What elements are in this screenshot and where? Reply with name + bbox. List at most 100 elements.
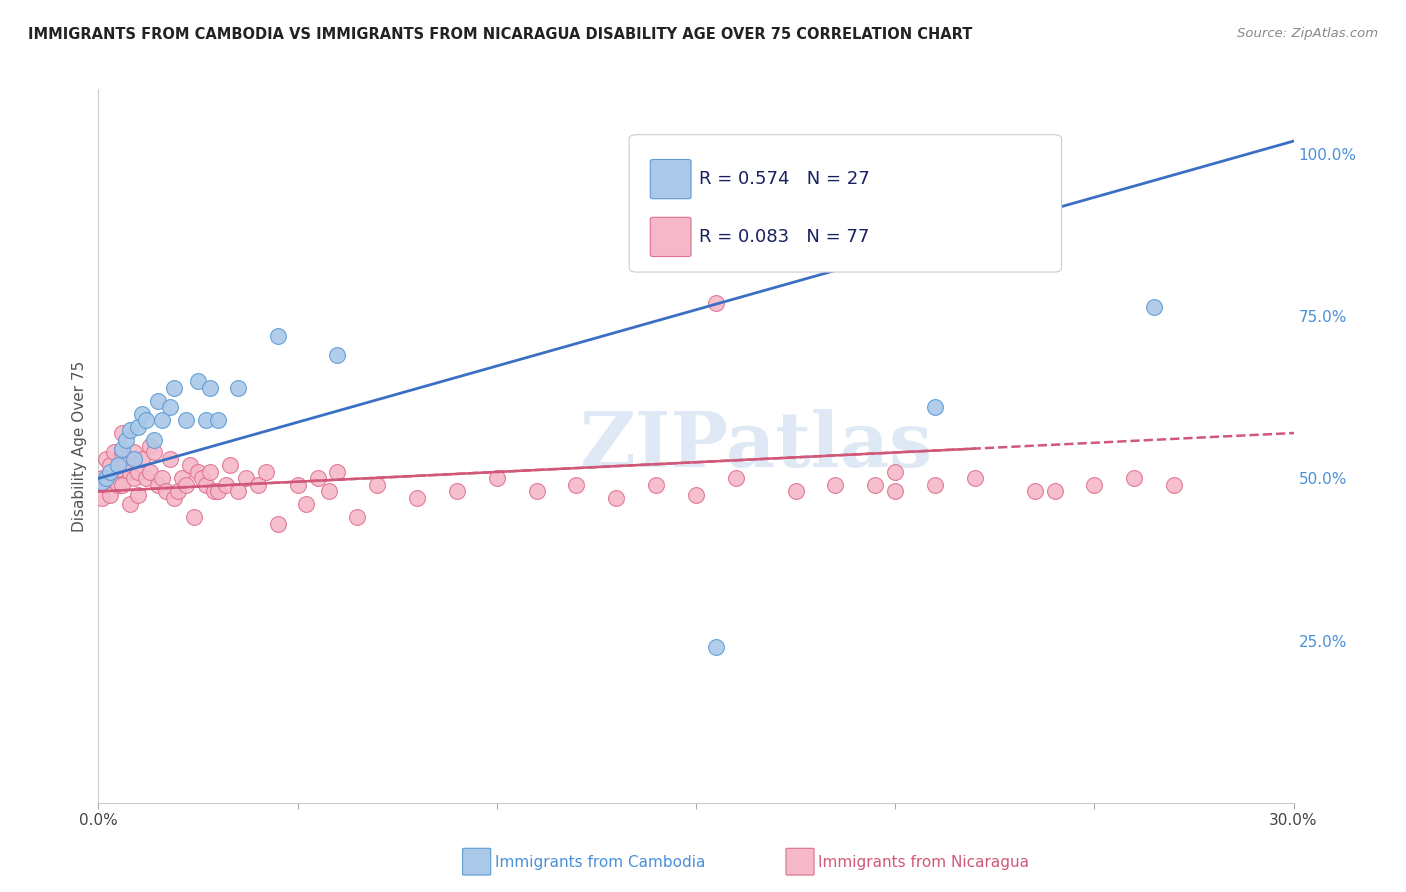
Point — [174, 413, 197, 427]
Text: Source: ZipAtlas.com: Source: ZipAtlas.com — [1237, 27, 1378, 40]
Point — [135, 471, 157, 485]
Point — [235, 471, 257, 485]
Point — [107, 458, 129, 473]
Point — [226, 381, 249, 395]
Point — [159, 400, 181, 414]
Point — [187, 465, 209, 479]
Point — [98, 488, 122, 502]
Y-axis label: Disability Age Over 75: Disability Age Over 75 — [72, 360, 87, 532]
Point — [267, 516, 290, 531]
Point — [143, 445, 166, 459]
Point — [724, 471, 747, 485]
Point — [219, 458, 242, 473]
Point — [127, 465, 149, 479]
Point — [159, 452, 181, 467]
Point — [115, 458, 138, 473]
Text: R = 0.574   N = 27: R = 0.574 N = 27 — [700, 170, 870, 188]
Point — [124, 471, 146, 485]
Point — [139, 465, 162, 479]
Point — [91, 475, 114, 489]
Point — [207, 413, 229, 427]
Point — [111, 445, 134, 459]
Point — [163, 381, 186, 395]
Point — [131, 407, 153, 421]
Point — [287, 478, 309, 492]
Point — [326, 465, 349, 479]
Point — [704, 296, 727, 310]
Point — [1123, 471, 1146, 485]
Point — [195, 413, 218, 427]
Point — [294, 497, 316, 511]
Point — [685, 488, 707, 502]
Point — [179, 458, 201, 473]
Text: Immigrants from Cambodia: Immigrants from Cambodia — [495, 855, 706, 870]
Point — [884, 484, 907, 499]
Point — [120, 497, 142, 511]
Point — [924, 400, 946, 414]
Point — [924, 478, 946, 492]
Point — [187, 374, 209, 388]
Point — [485, 471, 508, 485]
Point — [135, 413, 157, 427]
Text: IMMIGRANTS FROM CAMBODIA VS IMMIGRANTS FROM NICARAGUA DISABILITY AGE OVER 75 COR: IMMIGRANTS FROM CAMBODIA VS IMMIGRANTS F… — [28, 27, 973, 42]
Point — [143, 433, 166, 447]
Point — [704, 640, 727, 654]
Point — [111, 442, 134, 457]
Point — [115, 433, 138, 447]
Point — [1043, 484, 1066, 499]
Point — [645, 478, 668, 492]
Point — [1163, 478, 1185, 492]
Point — [1024, 484, 1046, 499]
Point — [120, 423, 142, 437]
Point — [120, 465, 142, 479]
Point — [191, 471, 214, 485]
Point — [207, 484, 229, 499]
Point — [107, 461, 129, 475]
Point — [202, 484, 225, 499]
Point — [195, 478, 218, 492]
Point — [96, 452, 118, 467]
Point — [198, 465, 221, 479]
Point — [107, 478, 129, 492]
Point — [150, 471, 173, 485]
Point — [346, 510, 368, 524]
Point — [124, 452, 146, 467]
Point — [785, 484, 807, 499]
Point — [96, 471, 118, 485]
Point — [127, 488, 149, 502]
Point — [163, 491, 186, 505]
Point — [526, 484, 548, 499]
Point — [183, 510, 205, 524]
Point — [167, 484, 190, 499]
Point — [215, 478, 238, 492]
Point — [318, 484, 340, 499]
Point — [98, 465, 122, 479]
Point — [150, 413, 173, 427]
Point — [198, 381, 221, 395]
Point — [884, 465, 907, 479]
Point — [605, 491, 627, 505]
Point — [246, 478, 269, 492]
Point — [267, 328, 290, 343]
Point — [174, 478, 197, 492]
Point — [139, 439, 162, 453]
Point — [1083, 478, 1105, 492]
Point — [103, 445, 125, 459]
Point — [98, 458, 122, 473]
Point — [254, 465, 277, 479]
Text: R = 0.083   N = 77: R = 0.083 N = 77 — [700, 228, 870, 246]
Point — [172, 471, 194, 485]
Point — [91, 491, 114, 505]
Point — [103, 471, 125, 485]
Point — [406, 491, 429, 505]
Point — [824, 478, 846, 492]
Point — [148, 393, 170, 408]
Point — [91, 471, 114, 485]
Point — [226, 484, 249, 499]
Point — [124, 445, 146, 459]
Point — [366, 478, 388, 492]
Text: ZIPatlas: ZIPatlas — [579, 409, 932, 483]
Point — [148, 478, 170, 492]
Point — [307, 471, 329, 485]
Point — [1143, 300, 1166, 314]
